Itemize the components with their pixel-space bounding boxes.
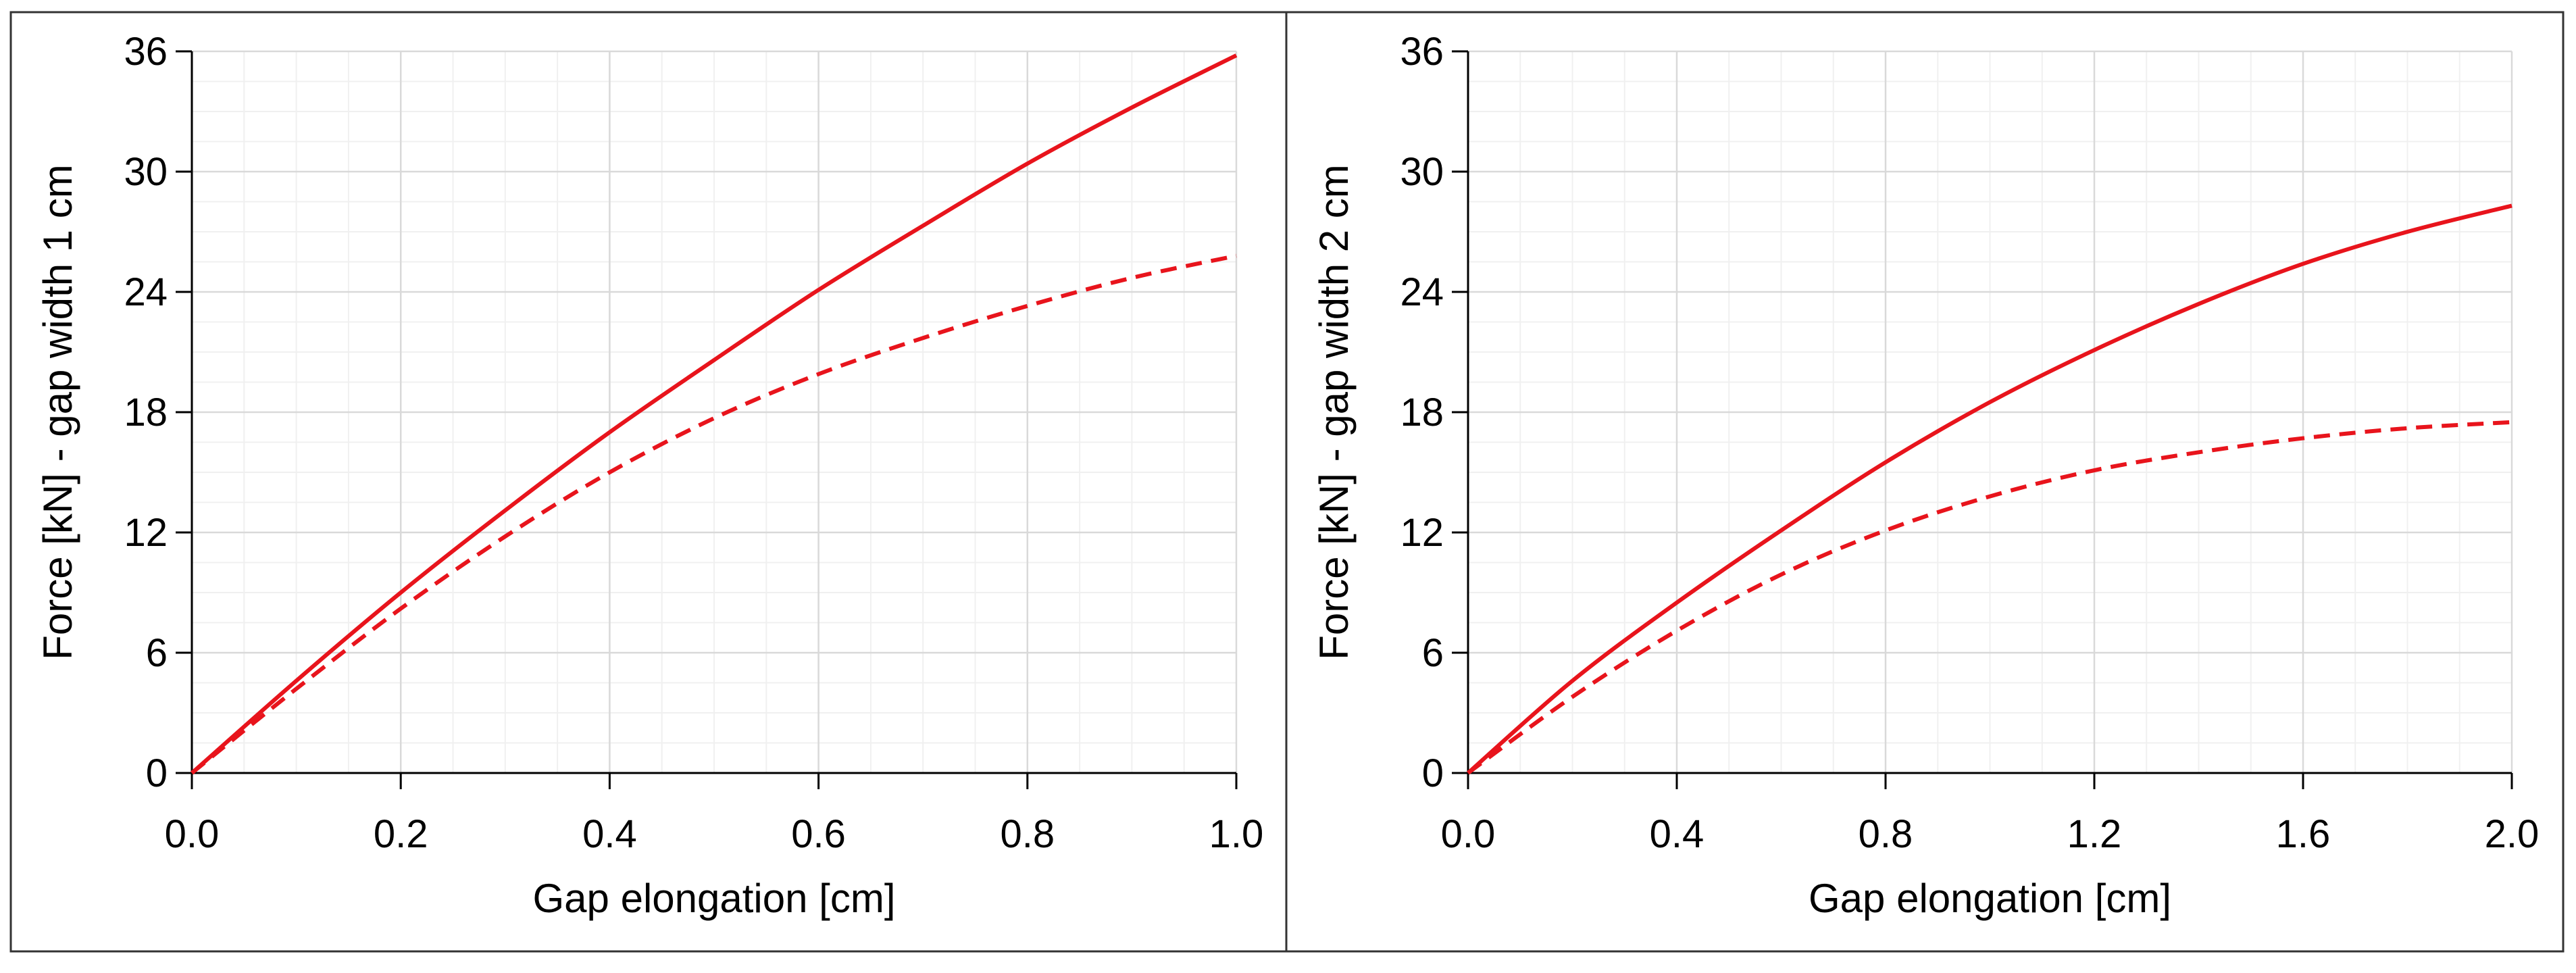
x-tick-label: 0.0	[1441, 812, 1496, 856]
x-tick-label: 1.6	[2276, 812, 2331, 856]
chart-panel-gap-width-2cm: 0 6 12 18 24 30 36 0.0 0.4 0.8 1.2 1.6 2.0 Gap elonga…	[1311, 30, 2539, 921]
y-tick-label: 6	[146, 631, 168, 675]
y-tick-label: 24	[124, 270, 168, 314]
x-tick-label: 0.4	[1650, 812, 1704, 856]
x-axis-title: Gap elongation [cm]	[1809, 876, 2171, 921]
y-tick-label: 36	[124, 30, 168, 74]
y-tick-label: 12	[124, 511, 168, 555]
y-tick-label: 18	[1400, 391, 1444, 434]
x-tick-label: 1.0	[1209, 812, 1264, 856]
y-axis-title: Force [kN] - gap width 2 cm	[1311, 164, 1357, 660]
y-tick-label: 6	[1422, 631, 1444, 675]
x-tick-label: 1.2	[2067, 812, 2122, 856]
series-line-dashed	[191, 253, 1237, 775]
x-axis-title: Gap elongation [cm]	[533, 876, 896, 921]
y-tick-label: 12	[1400, 511, 1444, 555]
series-line-solid	[1467, 203, 2512, 775]
y-tick-label: 0	[146, 751, 168, 795]
x-tick-label: 2.0	[2485, 812, 2540, 856]
y-tick-label: 36	[1400, 30, 1444, 74]
y-tick-label: 30	[124, 150, 168, 194]
x-tick-label: 0.8	[1000, 812, 1055, 856]
y-axis-title: Force [kN] - gap width 1 cm	[35, 164, 80, 660]
right-panel-border	[1285, 11, 2565, 953]
y-tick-label: 30	[1400, 150, 1444, 194]
x-tick-label: 0.8	[1859, 812, 1913, 856]
grid	[191, 50, 1238, 774]
x-tick-label: 0.6	[791, 812, 846, 856]
series-line-solid	[191, 53, 1238, 775]
y-tick-label: 0	[1422, 751, 1444, 795]
y-tick-label: 18	[124, 391, 168, 434]
x-tick-label: 0.4	[582, 812, 637, 856]
x-tick-label: 0.0	[165, 812, 220, 856]
chart-panel-gap-width-1cm: 0 6 12 18 24 30 36 0.0 0.2 0.4 0.6 0.8 1.0 Gap elonga…	[35, 30, 1263, 921]
y-tick-label: 24	[1400, 270, 1444, 314]
x-tick-label: 0.2	[374, 812, 428, 856]
